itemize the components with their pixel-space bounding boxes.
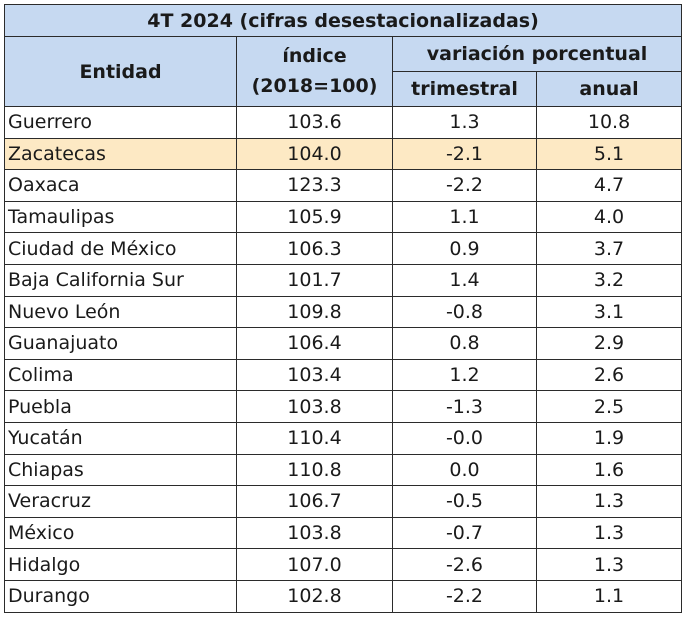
table-row: Guanajuato 106.4 0.8 2.9 [4,327,683,360]
table-row: Guerrero 103.6 1.3 10.8 [4,106,683,139]
cell-indice: 104.0 [236,137,393,171]
cell-indice: 102.8 [236,579,393,613]
column-header-trimestral: trimestral [392,71,537,107]
states-index-table: 4T 2024 (cifras desestacionalizadas) Ent… [3,4,683,613]
table-row: Durango 102.8 -2.2 1.1 [4,579,683,613]
table-row: Tamaulipas 105.9 1.1 4.0 [4,200,683,234]
cell-anual: 1.9 [535,421,683,455]
cell-trimestral: -0.7 [392,516,537,550]
cell-anual: 3.1 [535,295,683,329]
table-row: Chiapas 110.8 0.0 1.6 [4,453,683,487]
cell-indice: 109.8 [236,295,393,329]
column-header-indice: índice (2018=100) [236,36,393,107]
table-row: México 103.8 -0.7 1.3 [4,516,683,550]
table-row: Nuevo León 109.8 -0.8 3.1 [4,295,683,329]
cell-trimestral: 0.0 [392,453,537,487]
table-body: Guerrero 103.6 1.3 10.8 Zacatecas 104.0 -2.1 5.… [4,106,683,613]
cell-entidad: Hidalgo [4,548,237,581]
cell-trimestral: -2.2 [392,579,537,613]
column-header-anual: anual [535,71,683,107]
cell-indice: 106.7 [236,485,393,518]
cell-anual: 3.7 [535,232,683,265]
cell-trimestral: 1.1 [392,200,537,234]
table-row: Yucatán 110.4 -0.0 1.9 [4,421,683,455]
cell-entidad: México [4,516,237,550]
cell-trimestral: -2.6 [392,548,537,581]
cell-anual: 1.1 [535,579,683,613]
cell-anual: 1.3 [535,548,683,581]
cell-trimestral: 0.9 [392,232,537,265]
cell-anual: 4.0 [535,200,683,234]
cell-anual: 10.8 [535,106,683,139]
cell-anual: 2.9 [535,327,683,360]
cell-entidad: Colima [4,358,237,392]
cell-trimestral: -1.3 [392,390,537,423]
cell-anual: 1.6 [535,453,683,487]
cell-entidad: Yucatán [4,421,237,455]
cell-indice: 107.0 [236,548,393,581]
cell-anual: 5.1 [535,137,683,171]
cell-entidad: Chiapas [4,453,237,487]
cell-trimestral: 1.3 [392,106,537,139]
cell-entidad: Nuevo León [4,295,237,329]
cell-entidad: Durango [4,579,237,613]
cell-entidad: Zacatecas [4,137,237,171]
cell-anual: 3.2 [535,263,683,297]
cell-trimestral: 0.8 [392,327,537,360]
cell-indice: 103.8 [236,516,393,550]
column-header-indice-line1: índice [282,45,347,68]
cell-entidad: Oaxaca [4,169,237,202]
cell-trimestral: -0.8 [392,295,537,329]
table-row: Baja California Sur 101.7 1.4 3.2 [4,263,683,297]
cell-anual: 4.7 [535,169,683,202]
column-header-indice-line2: (2018=100) [251,74,378,97]
cell-indice: 106.3 [236,232,393,265]
cell-entidad: Ciudad de México [4,232,237,265]
cell-trimestral: -2.2 [392,169,537,202]
table-row: Puebla 103.8 -1.3 2.5 [4,390,683,423]
table-row: Colima 103.4 1.2 2.6 [4,358,683,392]
table-row: Hidalgo 107.0 -2.6 1.3 [4,548,683,581]
cell-indice: 103.4 [236,358,393,392]
table-title: 4T 2024 (cifras desestacionalizadas) [3,4,683,37]
cell-entidad: Guanajuato [4,327,237,360]
cell-trimestral: -2.1 [392,137,537,171]
cell-entidad: Baja California Sur [4,263,237,297]
table-row: Ciudad de México 106.3 0.9 3.7 [4,232,683,265]
cell-indice: 101.7 [236,263,393,297]
cell-indice: 103.6 [236,106,393,139]
cell-indice: 103.8 [236,390,393,423]
cell-entidad: Tamaulipas [4,200,237,234]
cell-trimestral: 1.4 [392,263,537,297]
cell-anual: 1.3 [535,485,683,518]
column-header-variacion: variación porcentual [391,36,683,72]
cell-trimestral: -0.5 [392,485,537,518]
cell-anual: 2.6 [535,358,683,392]
cell-indice: 123.3 [236,169,393,202]
table-row: Oaxaca 123.3 -2.2 4.7 [4,169,683,202]
cell-indice: 106.4 [236,327,393,360]
cell-entidad: Veracruz [4,485,237,518]
cell-anual: 2.5 [535,390,683,423]
cell-entidad: Puebla [4,390,237,423]
cell-anual: 1.3 [535,516,683,550]
column-header-entidad: Entidad [4,36,237,107]
cell-indice: 110.4 [236,421,393,455]
cell-indice: 110.8 [236,453,393,487]
table-row: Veracruz 106.7 -0.5 1.3 [4,485,683,518]
cell-trimestral: -0.0 [392,421,537,455]
cell-entidad: Guerrero [4,106,237,139]
cell-trimestral: 1.2 [392,358,537,392]
table-row: Zacatecas 104.0 -2.1 5.1 [4,137,683,171]
cell-indice: 105.9 [236,200,393,234]
